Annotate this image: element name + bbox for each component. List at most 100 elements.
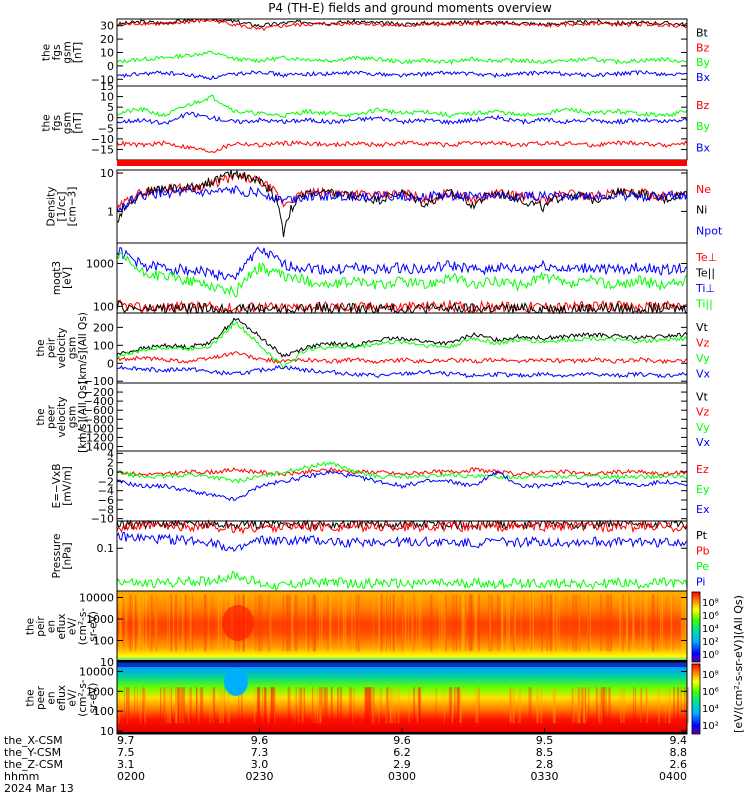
- ytick-label: 10000: [79, 591, 114, 604]
- spectrogram-streak: [458, 687, 460, 724]
- spectrogram-streak: [369, 687, 372, 724]
- spectrogram-streak: [563, 594, 565, 652]
- spectrogram-streak: [326, 687, 328, 724]
- xtick-Z: 2.8: [536, 758, 554, 771]
- spectrogram-streak: [456, 687, 459, 724]
- spectrogram-streak: [490, 594, 493, 652]
- ytick-label: 1000: [86, 257, 114, 270]
- ytick-label: 15: [100, 80, 114, 93]
- xtick-Z: 2.6: [670, 758, 688, 771]
- spectrogram-streak: [509, 687, 511, 724]
- spectrogram-streak: [684, 687, 686, 724]
- series-p4-2: [116, 246, 688, 282]
- xtick-Y: 6.2: [393, 746, 411, 759]
- xtick-X: 9.6: [393, 734, 411, 747]
- spectrogram-streak: [501, 594, 504, 652]
- spectrogram-streak: [294, 594, 297, 652]
- spectrogram-streak: [684, 594, 686, 652]
- spectrogram-streak: [271, 687, 274, 724]
- series-p1-2: [116, 50, 688, 66]
- spectrogram-streak: [441, 594, 443, 652]
- spectrogram-streak: [530, 594, 532, 652]
- spectrogram-streak: [138, 594, 141, 652]
- series-p7-2: [116, 469, 688, 502]
- legend-p6-2: Vy: [696, 421, 710, 434]
- spectrogram-streak: [645, 687, 647, 724]
- ylabel-line: [cm−3]: [67, 187, 79, 227]
- spectrogram-streak: [386, 687, 389, 724]
- spectrogram-streak: [418, 687, 420, 724]
- spectrogram-streak: [177, 687, 180, 724]
- spectrogram-streak: [140, 594, 142, 652]
- spectrogram-streak: [461, 594, 464, 652]
- series-p3-0: [116, 172, 688, 213]
- ylabel-line: eV/: [67, 617, 79, 635]
- spectrogram-streak: [412, 594, 415, 652]
- spectrogram-streak: [270, 687, 273, 724]
- panel-p4: 1000 100 moqt3[eV] Te⊥ Te|| Ti⊥ Ti||: [51, 242, 717, 315]
- colorbar-upper-tick: 10⁴: [702, 624, 719, 635]
- spectrogram-streak: [219, 687, 222, 724]
- colorbar-lower-tick: 10²: [702, 721, 719, 732]
- xtick-Z: 3.0: [251, 758, 269, 771]
- ytick-label: −1000: [77, 422, 114, 435]
- spectrogram-streak: [264, 687, 266, 724]
- spectrogram-streak: [142, 687, 145, 724]
- legend-p5-3: Vx: [696, 368, 711, 381]
- spectrogram-streak: [621, 594, 623, 652]
- spectrogram-streak: [166, 687, 169, 724]
- ylabel-line: [nT]: [72, 112, 84, 133]
- spectrogram-streak: [680, 594, 683, 652]
- spectrogram-streak: [294, 687, 296, 724]
- spectrogram-streak: [325, 687, 327, 724]
- spectrogram-streak: [195, 687, 198, 724]
- spectrogram-streak: [132, 594, 135, 652]
- spectrogram-streak: [457, 687, 460, 724]
- spectrogram-streak: [392, 594, 395, 652]
- spectrogram-streak: [666, 594, 668, 652]
- spectrogram-streak: [452, 687, 454, 724]
- xtick-hhmm: 0400: [659, 770, 687, 783]
- spectrogram-streak: [345, 594, 347, 652]
- spectrogram-streak: [196, 687, 197, 724]
- spectrogram-streak: [201, 687, 204, 724]
- spectrogram-streak: [608, 687, 611, 724]
- ylabel-line: en: [46, 691, 58, 704]
- legend-p6-1: Vz: [696, 406, 710, 419]
- spectrogram-streak: [555, 594, 558, 652]
- spectrogram-streak: [659, 594, 662, 652]
- spectrogram-streak: [264, 687, 267, 724]
- spectrogram-streak: [627, 594, 629, 652]
- spectrogram-streak: [163, 687, 166, 724]
- spectrogram-streak: [610, 594, 613, 652]
- spectrogram-streak: [577, 687, 581, 724]
- spectrogram-streak: [512, 594, 516, 652]
- spectrogram-streak: [184, 594, 187, 652]
- spectrogram-streak: [577, 687, 580, 724]
- series-p1-1: [116, 18, 688, 32]
- spectrogram-streak: [661, 594, 664, 652]
- series-p4-3: [116, 252, 688, 298]
- spectrogram-streak: [634, 687, 636, 724]
- colorbar-upper: [691, 591, 701, 663]
- colorbar-lower-tick: 10⁶: [702, 687, 719, 698]
- spectrogram-streak: [212, 687, 216, 724]
- spectrogram-streak: [142, 594, 144, 652]
- spectrogram-streak: [351, 594, 353, 652]
- legend-p4-0: Te⊥: [695, 251, 717, 264]
- spectrogram-streak: [552, 594, 555, 652]
- spectrogram-streak: [269, 594, 272, 652]
- spectrogram-streak: [512, 687, 515, 724]
- spectrogram-streak: [352, 687, 354, 724]
- ylabel-line: gsm: [67, 406, 79, 428]
- spectrogram-streak: [311, 687, 313, 724]
- spectrogram-streak: [574, 594, 578, 652]
- series-p8-1: [116, 520, 688, 535]
- spectrogram-streak: [301, 687, 304, 724]
- spectrogram-streak: [134, 687, 136, 724]
- ylabel-line: peir: [35, 616, 47, 637]
- spectrogram-streak: [632, 594, 635, 652]
- spectrogram-p9: [117, 591, 687, 662]
- ylabel-line: peer: [35, 685, 47, 710]
